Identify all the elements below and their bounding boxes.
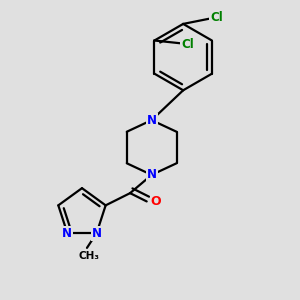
Text: CH₃: CH₃ — [78, 251, 99, 261]
Text: N: N — [62, 227, 72, 240]
Text: N: N — [92, 227, 102, 240]
Text: N: N — [147, 168, 157, 182]
Text: N: N — [147, 114, 157, 127]
Text: O: O — [151, 195, 161, 208]
Text: Cl: Cl — [210, 11, 223, 24]
Text: Cl: Cl — [181, 38, 194, 51]
